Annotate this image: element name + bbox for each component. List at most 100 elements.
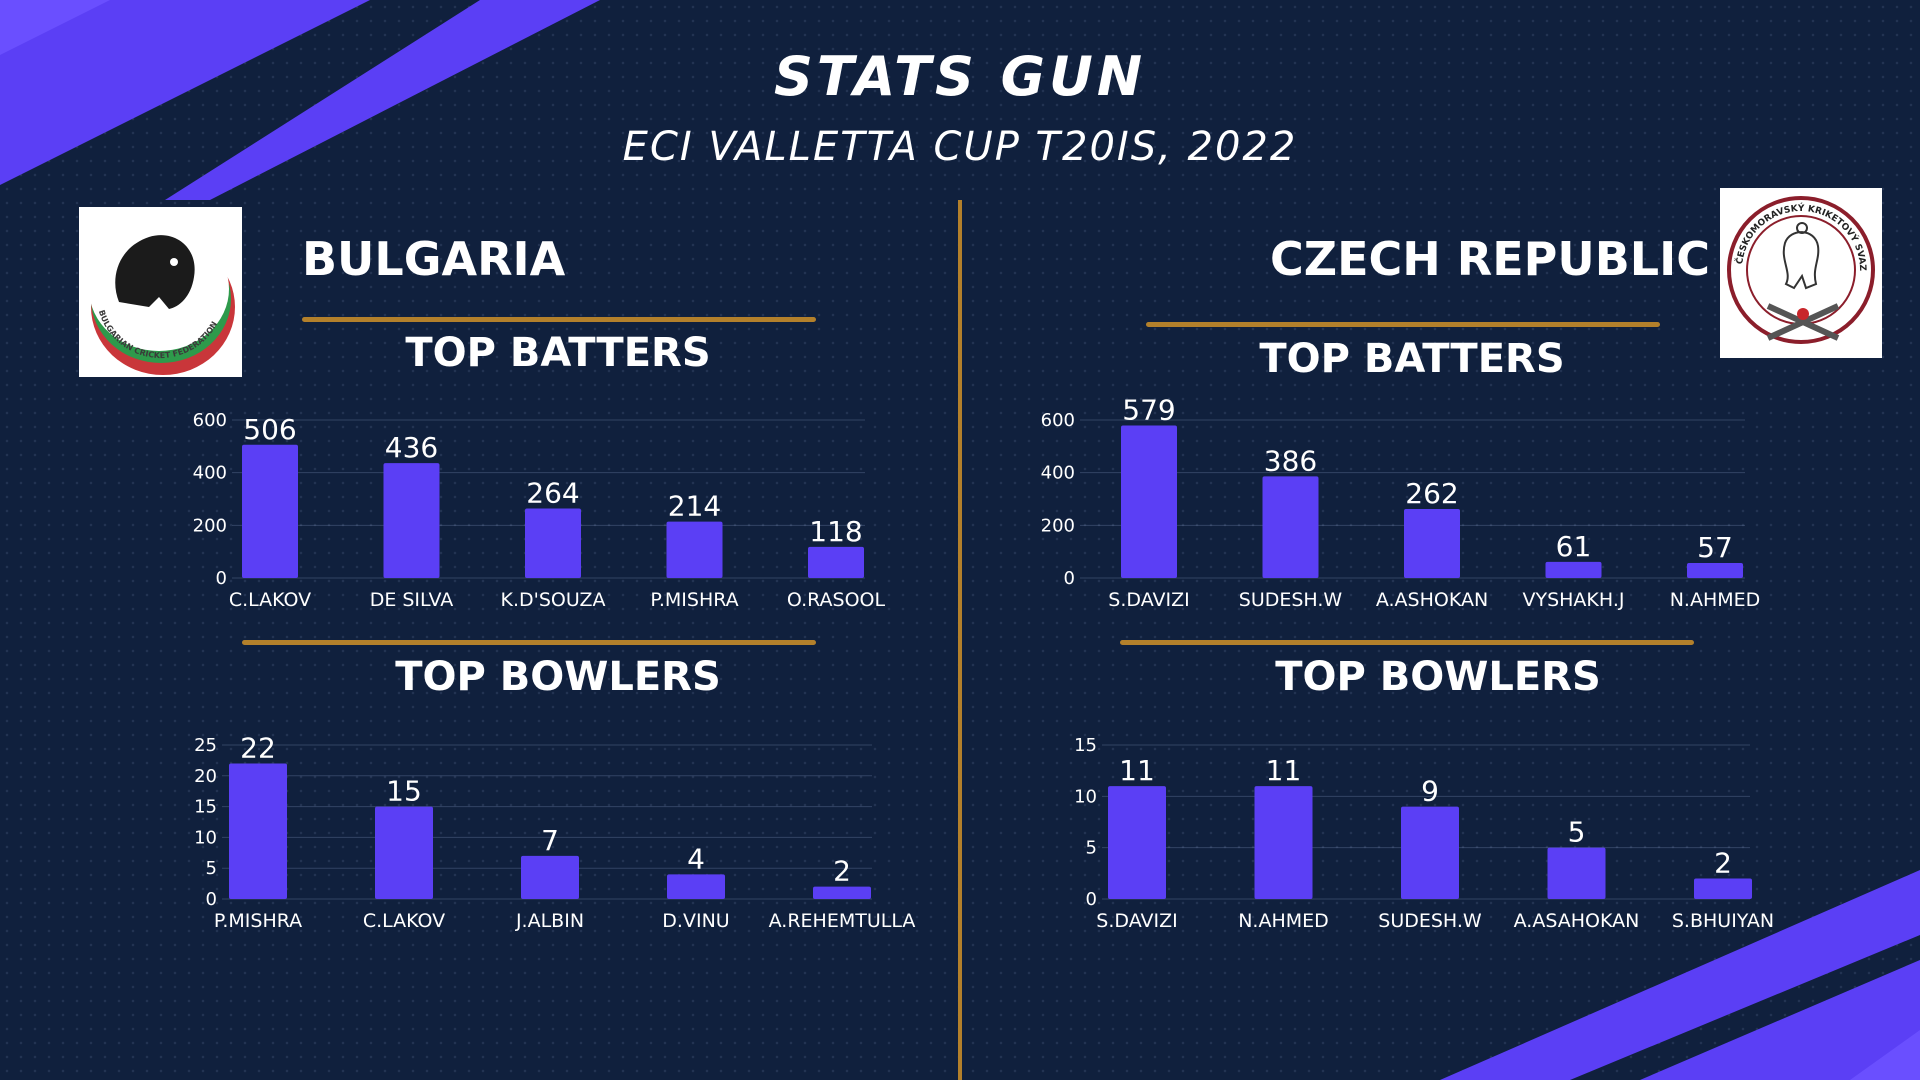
stripe-bottom-right-3 [1850,1030,1920,1080]
czech-republic-top-batters-y-tick-label: 400 [1041,463,1075,484]
czech-republic-top-batters-y-tick-label: 600 [1041,410,1075,431]
bulgaria-top-bowlers-category-label: P.MISHRA [214,910,302,932]
chart-czech-bowlers: 0 5 10 15 11 S.DAVIZI 11 N.AHMED 9 SUDESH.W 5 A.ASA… [1074,735,1774,932]
czech-republic-top-batters-bar [1687,562,1743,578]
bulgaria-top-bowlers-value-label: 2 [833,855,851,888]
bulgaria-top-bowlers-value-label: 22 [240,731,276,764]
bulgaria-top-batters-y-tick-label: 200 [193,515,227,536]
bulgaria-logo: BULGARIAN CRICKET FEDERATION [79,207,242,377]
bulgaria-top-bowlers-y-tick-label: 0 [206,889,217,910]
bulgaria-top-bowlers-bar [375,806,433,899]
bulgaria-top-bowlers-category-label: J.ALBIN [515,910,584,932]
bulgaria-top-bowlers-y-tick-label: 15 [194,797,217,818]
stripe-top-left-1 [0,0,370,185]
czech-republic-top-batters-category-label: S.DAVIZI [1108,589,1189,611]
czech-republic-top-bowlers-value-label: 2 [1714,846,1732,879]
czech-republic-top-batters-category-label: A.ASHOKAN [1376,589,1488,611]
separator-bulgaria-top [302,317,816,322]
czech-republic-top-bowlers-bar [1108,786,1166,899]
bulgaria-top-bowlers-y-tick-label: 20 [194,766,217,787]
czech-republic-top-bowlers-y-tick-label: 10 [1074,786,1097,807]
bulgaria-top-batters-category-label: P.MISHRA [650,589,738,611]
bulgaria-top-batters-category-label: DE SILVA [370,589,454,611]
center-divider [958,200,962,1080]
bulgaria-top-batters-value-label: 264 [526,476,579,509]
czech-republic-top-bowlers-bar [1401,806,1459,899]
bulgaria-top-bowlers-y-tick-label: 5 [206,858,217,879]
separator-bulgaria-mid [242,640,816,645]
bulgaria-top-bowlers-category-label: D.VINU [662,910,729,932]
stripe-top-left-3 [165,0,600,200]
bulgaria-top-batters-bar [242,444,298,578]
stripe-top-left-2 [0,0,110,55]
czech-republic-top-batters-bar [1404,509,1460,578]
bulgaria-top-batters-category-label: O.RASOOL [787,589,886,611]
bulgaria-top-batters-bar [383,463,440,578]
bulgaria-top-batters-value-label: 214 [668,490,721,523]
bulgaria-top-batters-bar [808,546,864,578]
czech-republic-top-bowlers-y-tick-label: 5 [1086,838,1097,859]
page-subtitle: ECI VALLETTA CUP T20IS, 2022 [622,124,1298,170]
bulgaria-top-bowlers-bar [521,855,579,899]
bulgaria-top-bowlers-bar [667,874,725,899]
czech-republic-top-bowlers-category-label: SUDESH.W [1378,910,1482,932]
bulgaria-top-batters-value-label: 436 [385,431,438,464]
czech-republic-top-bowlers-category-label: S.DAVIZI [1096,910,1177,932]
section-title-bulgaria-bowlers: TOP BOWLERS [395,654,721,700]
team-name-czech: CZECH REPUBLIC [1270,232,1710,286]
czech-republic-top-batters-category-label: SUDESH.W [1239,589,1343,611]
bulgaria-top-bowlers-bar [813,886,871,899]
bulgaria-top-bowlers-y-tick-label: 25 [194,735,217,756]
stripe-bottom-right-1 [1440,870,1920,1080]
czech-republic-top-bowlers-value-label: 11 [1119,754,1155,787]
separator-czech-mid [1120,640,1694,645]
bulgaria-top-batters-bar [666,521,723,578]
bulgaria-top-batters-category-label: K.D'SOUZA [501,589,606,611]
bulgaria-top-bowlers-value-label: 7 [541,824,559,857]
bulgaria-top-bowlers-y-tick-label: 10 [194,827,217,848]
czech-republic-top-batters-value-label: 386 [1264,444,1317,477]
czech-republic-top-batters-bar [1262,476,1319,578]
bulgaria-top-batters-y-tick-label: 0 [216,568,227,589]
czech-republic-top-batters-value-label: 61 [1556,530,1592,563]
czech-republic-top-batters-y-tick-label: 200 [1041,515,1075,536]
czech-republic-top-bowlers-category-label: S.BHUIYAN [1672,910,1774,932]
stripe-bottom-right-2 [1640,960,1920,1080]
bulgaria-top-bowlers-category-label: C.LAKOV [363,910,445,932]
separator-czech-top [1146,322,1660,327]
czech-republic-top-batters-value-label: 262 [1405,477,1458,510]
czech-republic-top-bowlers-y-tick-label: 0 [1086,889,1097,910]
bulgaria-top-batters-value-label: 118 [809,515,862,548]
bulgaria-top-batters-bar [525,508,581,578]
section-title-czech-bowlers: TOP BOWLERS [1275,654,1601,700]
czech-republic-top-bowlers-value-label: 5 [1568,816,1586,849]
czech-republic-top-batters-y-tick-label: 0 [1064,568,1075,589]
czech-republic-top-bowlers-y-tick-label: 15 [1074,735,1097,756]
bulgaria-top-batters-value-label: 506 [243,413,296,446]
czech-republic-top-batters-category-label: VYSHAKH.J [1522,589,1624,611]
czech-republic-top-bowlers-bar [1254,786,1313,899]
bulgaria-top-bowlers-value-label: 15 [386,775,422,808]
czech-republic-top-bowlers-category-label: N.AHMED [1238,910,1329,932]
section-title-bulgaria-batters: TOP BATTERS [405,330,711,376]
czech-republic-top-batters-bar [1545,561,1602,578]
czech-republic-top-batters-category-label: N.AHMED [1670,589,1761,611]
page-title: STATS GUN [773,45,1147,108]
czech-republic-top-bowlers-bar [1694,878,1752,899]
team-name-bulgaria: BULGARIA [302,232,566,286]
bulgaria-top-bowlers-bar [229,763,287,899]
czech-republic-top-bowlers-bar [1547,847,1606,899]
czech-republic-top-bowlers-value-label: 11 [1266,754,1302,787]
czech-republic-top-batters-value-label: 579 [1122,394,1175,427]
section-title-czech-batters: TOP BATTERS [1259,336,1565,382]
bulgaria-top-batters-y-tick-label: 600 [193,410,227,431]
bulgaria-top-bowlers-value-label: 4 [687,842,705,875]
czech-republic-top-bowlers-category-label: A.ASAHOKAN [1514,910,1640,932]
bulgaria-top-bowlers-category-label: A.REHEMTULLA [769,910,916,932]
czech-republic-top-bowlers-value-label: 9 [1421,775,1439,808]
bulgaria-top-batters-category-label: C.LAKOV [229,589,311,611]
czech-logo: ČESKOMORAVSKÝ KRIKETOVÝ SVAZ [1720,188,1882,358]
czech-republic-top-batters-bar [1121,425,1177,578]
czech-republic-top-batters-value-label: 57 [1697,531,1733,564]
